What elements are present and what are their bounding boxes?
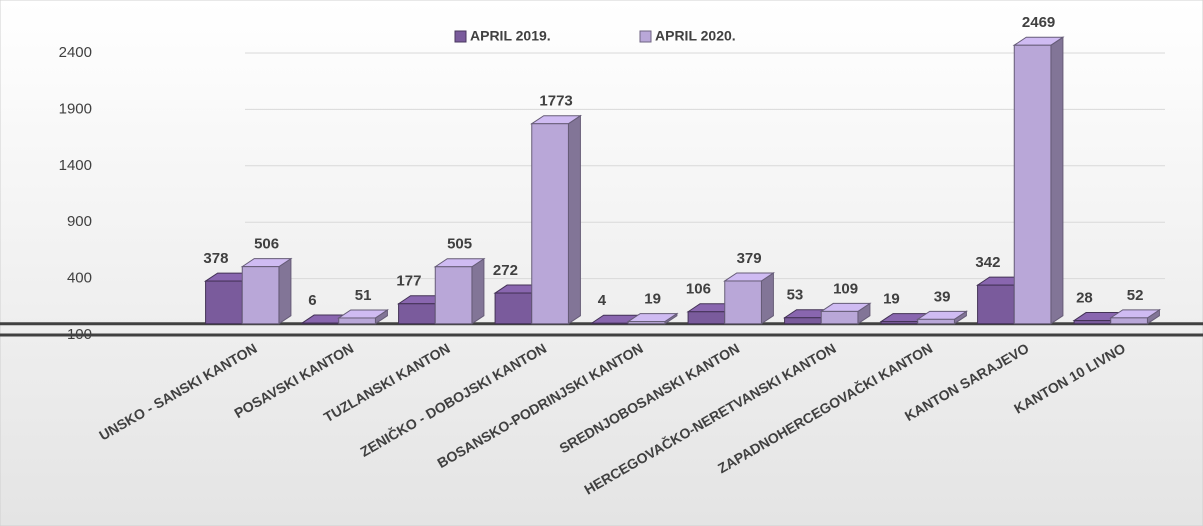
bar-front (977, 284, 1015, 325)
bar-front (687, 311, 726, 325)
bar-front (398, 303, 436, 325)
data-label: 52 (1127, 287, 1144, 304)
bar-front (880, 321, 919, 325)
bar-front (494, 292, 533, 325)
bar-front (1110, 317, 1148, 325)
bar (819, 302, 872, 325)
legend-label: APRIL 2020. (655, 28, 736, 44)
data-label: 109 (833, 280, 858, 297)
data-label: 53 (787, 287, 804, 304)
bar-front (917, 318, 955, 325)
data-label: 6 (308, 292, 316, 309)
bar-front (434, 266, 473, 325)
data-label: 19 (644, 291, 661, 308)
bar (433, 257, 486, 325)
data-label: 505 (447, 236, 472, 253)
data-label: 379 (737, 250, 762, 267)
bar-front (1013, 44, 1052, 325)
bar (530, 114, 583, 325)
data-label: 378 (203, 250, 228, 267)
data-label: 1773 (539, 93, 572, 110)
legend-label: APRIL 2019. (470, 28, 551, 44)
bar (1012, 36, 1065, 325)
bar-front (820, 310, 859, 325)
bar-front (531, 123, 569, 325)
bar-front (627, 321, 666, 325)
data-label: 2469 (1022, 14, 1055, 31)
bar-side (1050, 36, 1064, 325)
bar (626, 312, 679, 325)
legend-swatch (639, 30, 652, 43)
bar-front (784, 317, 822, 325)
bar (723, 272, 776, 325)
data-label: 19 (883, 291, 900, 308)
bar-side (760, 272, 774, 325)
bar-side (471, 257, 485, 325)
y-tick-label: 2400 (59, 44, 92, 61)
y-tick-label: 1900 (59, 100, 92, 117)
data-label: 272 (493, 262, 518, 279)
bar (916, 310, 969, 325)
bar-side (278, 257, 292, 325)
bar-front (301, 322, 340, 325)
data-label: 177 (396, 273, 421, 290)
bar (337, 309, 390, 325)
y-tick-label: 1400 (59, 157, 92, 174)
bar-front (205, 280, 243, 325)
data-label: 342 (975, 254, 1000, 271)
y-tick-label: 400 (67, 270, 92, 287)
bar (240, 257, 293, 325)
legend-swatch (454, 30, 467, 43)
bar (1109, 308, 1162, 325)
bar-front (1073, 320, 1112, 325)
bar-front (241, 266, 280, 325)
data-label: 39 (934, 288, 951, 305)
bar-front (724, 280, 762, 325)
data-label: 28 (1076, 290, 1093, 307)
data-label: 51 (355, 287, 372, 304)
data-label: 506 (254, 236, 279, 253)
y-tick-label: 900 (67, 213, 92, 230)
data-label: 4 (598, 292, 607, 309)
data-label: 106 (686, 281, 711, 298)
bar-side (567, 114, 581, 325)
bar-front (338, 317, 376, 325)
